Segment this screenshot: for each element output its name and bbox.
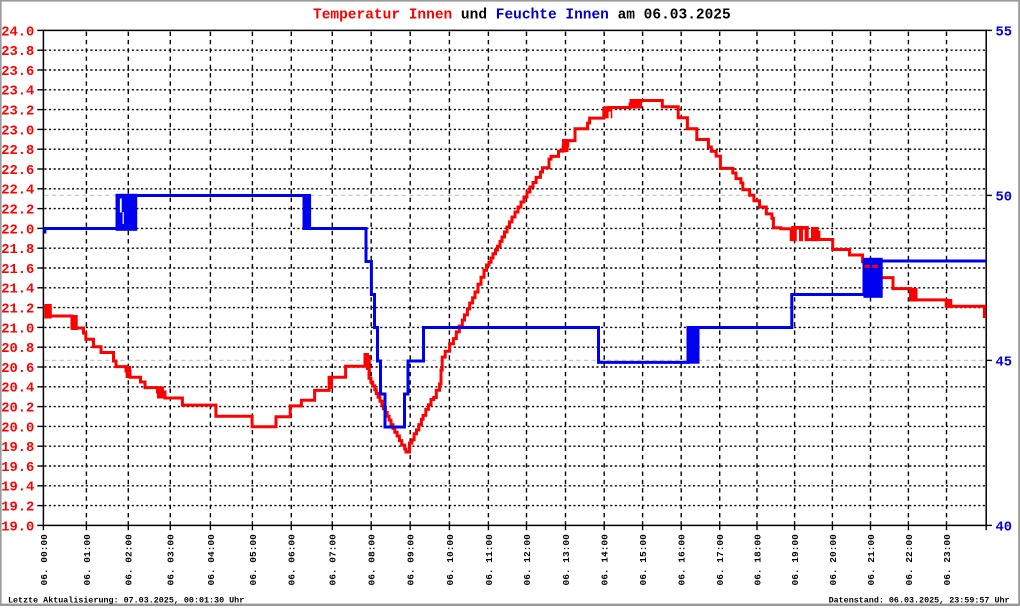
svg-text:06. 04:00: 06. 04:00 xyxy=(206,534,217,586)
svg-text:21.8: 21.8 xyxy=(1,243,34,258)
svg-text:19.8: 19.8 xyxy=(1,441,34,456)
svg-text:06. 13:00: 06. 13:00 xyxy=(561,534,572,586)
svg-text:20.6: 20.6 xyxy=(1,362,34,377)
svg-text:06. 23:00: 06. 23:00 xyxy=(942,534,953,586)
svg-text:50: 50 xyxy=(996,190,1013,205)
svg-text:19.6: 19.6 xyxy=(1,461,34,476)
svg-text:06. 00:00: 06. 00:00 xyxy=(39,534,50,586)
svg-text:21.6: 21.6 xyxy=(1,263,34,278)
svg-text:06. 15:00: 06. 15:00 xyxy=(638,534,649,586)
svg-text:06. 19:00: 06. 19:00 xyxy=(790,534,801,586)
svg-text:22.8: 22.8 xyxy=(1,144,34,159)
svg-text:06. 16:00: 06. 16:00 xyxy=(677,534,688,586)
svg-text:20.4: 20.4 xyxy=(1,382,34,397)
svg-text:06. 18:00: 06. 18:00 xyxy=(752,534,763,586)
svg-text:19.4: 19.4 xyxy=(1,481,34,496)
svg-text:20.8: 20.8 xyxy=(1,342,34,357)
svg-text:45: 45 xyxy=(996,355,1013,370)
svg-text:22.0: 22.0 xyxy=(1,223,34,238)
svg-text:06. 11:00: 06. 11:00 xyxy=(484,534,495,586)
svg-text:21.0: 21.0 xyxy=(1,322,34,337)
svg-text:06. 08:00: 06. 08:00 xyxy=(367,534,378,586)
svg-text:06. 17:00: 06. 17:00 xyxy=(715,534,726,586)
svg-text:22.6: 22.6 xyxy=(1,164,34,179)
svg-text:20.2: 20.2 xyxy=(1,402,34,417)
svg-text:22.2: 22.2 xyxy=(1,204,34,219)
svg-text:06. 22:00: 06. 22:00 xyxy=(904,534,915,586)
svg-text:06. 09:00: 06. 09:00 xyxy=(406,534,417,586)
svg-text:06. 21:00: 06. 21:00 xyxy=(866,534,877,586)
svg-text:23.8: 23.8 xyxy=(1,45,34,60)
svg-text:06. 12:00: 06. 12:00 xyxy=(522,534,533,586)
svg-text:06. 05:00: 06. 05:00 xyxy=(248,534,259,586)
svg-text:06. 10:00: 06. 10:00 xyxy=(445,534,456,586)
svg-text:23.6: 23.6 xyxy=(1,65,34,80)
svg-text:06. 03:00: 06. 03:00 xyxy=(166,534,177,586)
svg-text:55: 55 xyxy=(996,25,1013,40)
svg-text:06. 06:00: 06. 06:00 xyxy=(287,534,298,586)
svg-text:23.4: 23.4 xyxy=(1,85,34,100)
svg-text:06. 14:00: 06. 14:00 xyxy=(600,534,611,586)
svg-text:21.4: 21.4 xyxy=(1,283,34,298)
svg-text:23.0: 23.0 xyxy=(1,124,34,139)
svg-text:23.2: 23.2 xyxy=(1,105,34,120)
svg-text:Datenstand: 06.03.2025, 23:59:: Datenstand: 06.03.2025, 23:59:57 Uhr xyxy=(829,596,1010,606)
svg-text:24.0: 24.0 xyxy=(1,25,34,40)
svg-text:Temperatur Innen und Feuchte I: Temperatur Innen und Feuchte Innen am 06… xyxy=(313,8,731,24)
svg-text:19.2: 19.2 xyxy=(1,501,34,516)
svg-text:22.4: 22.4 xyxy=(1,184,34,199)
svg-text:06. 01:00: 06. 01:00 xyxy=(82,534,93,586)
svg-text:06. 20:00: 06. 20:00 xyxy=(828,534,839,586)
svg-text:20.0: 20.0 xyxy=(1,421,34,436)
svg-text:21.2: 21.2 xyxy=(1,303,34,318)
svg-text:19.0: 19.0 xyxy=(1,520,34,535)
svg-text:06. 07:00: 06. 07:00 xyxy=(328,534,339,586)
svg-text:06. 02:00: 06. 02:00 xyxy=(124,534,135,586)
svg-text:40: 40 xyxy=(996,520,1013,535)
svg-text:Letzte Aktualisierung: 07.03.2: Letzte Aktualisierung: 07.03.2025, 00:01… xyxy=(8,596,244,606)
